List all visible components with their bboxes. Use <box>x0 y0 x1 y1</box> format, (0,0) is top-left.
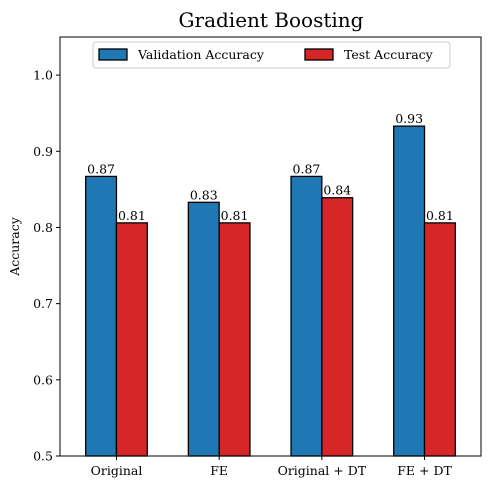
x-axis-ticks: Original FE Original + DT FE + DT <box>91 456 452 478</box>
plot-frame <box>59 36 482 457</box>
x-tick-label: FE <box>210 463 228 478</box>
bar-test-0 <box>115 222 148 457</box>
y-tick-label: 0.9 <box>33 144 53 159</box>
y-tick-label: 0.8 <box>33 220 53 235</box>
bar-validation-3 <box>393 125 426 457</box>
legend-swatch-validation <box>98 48 128 61</box>
data-label-test-0: 0.81 <box>118 208 146 223</box>
data-labels-group: 0.87 0.83 0.87 0.93 0.81 0.81 0.84 0.81 <box>87 111 454 223</box>
data-label-validation-1: 0.83 <box>190 187 218 202</box>
y-tick-label: 1.0 <box>33 68 53 83</box>
y-tick-label: 0.6 <box>33 372 53 387</box>
bars-group <box>85 125 456 457</box>
y-axis-label: Accuracy <box>7 216 22 277</box>
bar-test-1 <box>218 222 251 457</box>
x-tick-label: Original + DT <box>278 463 367 478</box>
data-label-validation-0: 0.87 <box>87 161 115 176</box>
legend-swatch-test <box>304 48 334 61</box>
bar-validation-2 <box>290 175 323 457</box>
data-label-test-2: 0.84 <box>323 183 351 198</box>
bar-validation-0 <box>85 175 118 457</box>
legend-box <box>92 41 451 69</box>
legend-label-test: Test Accuracy <box>344 47 434 62</box>
legend: Validation Accuracy Test Accuracy <box>92 41 451 69</box>
data-label-test-3: 0.81 <box>426 208 454 223</box>
y-tick-label: 0.7 <box>33 296 53 311</box>
legend-label-validation: Validation Accuracy <box>137 47 265 62</box>
bar-test-3 <box>423 222 456 457</box>
bar-validation-1 <box>187 201 220 457</box>
bar-test-2 <box>321 197 354 457</box>
data-label-validation-2: 0.87 <box>293 161 321 176</box>
data-label-test-1: 0.81 <box>221 208 249 223</box>
data-label-validation-3: 0.93 <box>395 111 423 126</box>
x-tick-label: Original <box>91 463 143 478</box>
x-tick-label: FE + DT <box>397 463 452 478</box>
chart-title: Gradient Boosting <box>179 8 364 32</box>
y-tick-label: 0.5 <box>33 449 53 464</box>
y-axis-ticks: 0.5 0.6 0.7 0.8 0.9 1.0 <box>33 68 60 464</box>
